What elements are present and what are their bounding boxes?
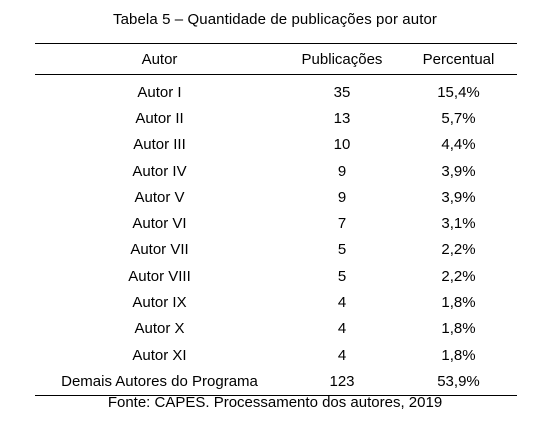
- table-row: Autor V 9 3,9%: [35, 184, 517, 210]
- cell-publicacoes: 9: [337, 162, 347, 180]
- publications-table: Autor Publicações Percentual Autor I 35 …: [35, 44, 517, 395]
- table-row: Autor VIII 5 2,2%: [35, 263, 517, 289]
- table-row: Demais Autores do Programa 123 53,9%: [35, 368, 517, 394]
- header-row: Autor Publicações Percentual: [35, 44, 517, 75]
- cell-autor: Autor I: [137, 83, 182, 101]
- table-row: Autor X 4 1,8%: [35, 316, 517, 342]
- header-publicacoes: Publicações: [284, 44, 400, 75]
- table-row: Autor I 35 15,4%: [35, 75, 517, 106]
- cell-percentual: 3,1%: [441, 215, 476, 233]
- cell-percentual: 4,4%: [441, 136, 476, 154]
- cell-percentual: 53,9%: [437, 372, 480, 390]
- cell-percentual: 15,4%: [437, 83, 480, 101]
- cell-autor: Autor II: [135, 109, 184, 127]
- table-row: Autor II 13 5,7%: [35, 105, 517, 131]
- cell-publicacoes: 5: [337, 267, 347, 285]
- cell-autor: Autor VI: [132, 215, 187, 233]
- cell-autor: Autor VII: [130, 241, 189, 259]
- cell-percentual: 3,9%: [441, 162, 476, 180]
- cell-percentual: 5,7%: [441, 109, 476, 127]
- cell-percentual: 2,2%: [441, 267, 476, 285]
- cell-publicacoes: 10: [333, 136, 351, 154]
- table-row: Autor VI 7 3,1%: [35, 210, 517, 236]
- table-source-note: Fonte: CAPES. Processamento dos autores,…: [107, 394, 443, 411]
- cell-publicacoes: 4: [337, 320, 347, 338]
- cell-publicacoes: 7: [337, 215, 347, 233]
- cell-publicacoes: 4: [337, 346, 347, 364]
- table-row: Autor IX 4 1,8%: [35, 289, 517, 315]
- table-body: Autor I 35 15,4% Autor II 13 5,7% Autor …: [35, 75, 517, 395]
- cell-publicacoes: 4: [337, 294, 347, 312]
- cell-percentual: 2,2%: [441, 241, 476, 259]
- cell-autor: Autor V: [134, 188, 185, 206]
- cell-autor: Autor X: [134, 320, 185, 338]
- cell-percentual: 1,8%: [441, 294, 476, 312]
- publications-table-container: Autor Publicações Percentual Autor I 35 …: [35, 43, 517, 396]
- cell-percentual: 1,8%: [441, 346, 476, 364]
- cell-autor: Demais Autores do Programa: [61, 372, 258, 390]
- table-row: Autor IV 9 3,9%: [35, 158, 517, 184]
- table-caption: Tabela 5 – Quantidade de publicações por…: [113, 11, 437, 28]
- cell-publicacoes: 9: [337, 188, 347, 206]
- table-row: Autor XI 4 1,8%: [35, 342, 517, 368]
- cell-autor: Autor IV: [132, 162, 187, 180]
- header-percentual: Percentual: [400, 44, 517, 75]
- cell-publicacoes: 13: [333, 109, 351, 127]
- cell-autor: Autor XI: [132, 346, 187, 364]
- cell-percentual: 3,9%: [441, 188, 476, 206]
- cell-autor: Autor VIII: [128, 267, 191, 285]
- table-row: Autor III 10 4,4%: [35, 132, 517, 158]
- cell-percentual: 1,8%: [441, 320, 476, 338]
- table-header: Autor Publicações Percentual: [35, 44, 517, 75]
- table-row: Autor VII 5 2,2%: [35, 237, 517, 263]
- cell-publicacoes: 5: [337, 241, 347, 259]
- cell-publicacoes: 123: [329, 372, 355, 390]
- header-autor: Autor: [35, 44, 284, 75]
- cell-publicacoes: 35: [333, 83, 351, 101]
- cell-autor: Autor IX: [132, 294, 187, 312]
- cell-autor: Autor III: [133, 136, 186, 154]
